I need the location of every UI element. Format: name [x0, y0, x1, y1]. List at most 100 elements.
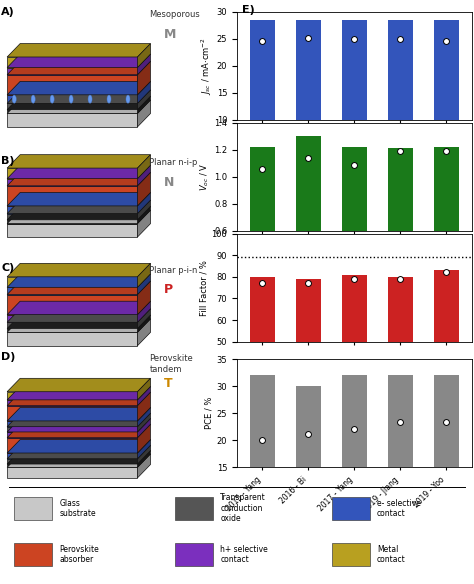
- Bar: [342, 20, 367, 173]
- Circle shape: [31, 95, 35, 103]
- Bar: [342, 147, 367, 312]
- Point: [443, 37, 450, 46]
- Bar: [434, 376, 459, 548]
- Bar: [296, 279, 321, 450]
- Polygon shape: [137, 263, 151, 287]
- Polygon shape: [7, 467, 137, 478]
- Polygon shape: [137, 61, 151, 95]
- Point: [258, 435, 266, 444]
- Bar: [14, 497, 52, 520]
- Polygon shape: [7, 224, 137, 237]
- Y-axis label: $J_{sc}$ / mA$\cdot$cm$^{-2}$: $J_{sc}$ / mA$\cdot$cm$^{-2}$: [200, 37, 214, 95]
- Point: [397, 147, 404, 156]
- Polygon shape: [7, 329, 137, 332]
- Polygon shape: [7, 387, 151, 400]
- Polygon shape: [137, 172, 151, 206]
- Text: Perovskite
absorber: Perovskite absorber: [59, 545, 99, 564]
- Point: [258, 279, 266, 288]
- Text: Planar p-i-n: Planar p-i-n: [149, 266, 198, 275]
- Polygon shape: [7, 451, 151, 464]
- Point: [443, 147, 450, 156]
- Text: h+ selective
contact: h+ selective contact: [220, 545, 268, 564]
- Polygon shape: [7, 96, 151, 110]
- Polygon shape: [7, 68, 137, 75]
- Polygon shape: [137, 301, 151, 322]
- Polygon shape: [7, 54, 151, 68]
- Polygon shape: [137, 319, 151, 346]
- Text: Transparent
conduction
oxide: Transparent conduction oxide: [220, 493, 266, 523]
- Bar: [250, 20, 275, 173]
- Text: E): E): [242, 5, 255, 15]
- Text: B): B): [1, 155, 15, 166]
- Bar: [296, 20, 321, 173]
- Polygon shape: [137, 387, 151, 406]
- Polygon shape: [7, 277, 137, 287]
- Bar: [434, 20, 459, 173]
- Polygon shape: [7, 179, 137, 186]
- Polygon shape: [7, 406, 137, 421]
- Point: [258, 164, 266, 173]
- Polygon shape: [7, 446, 151, 459]
- Bar: [434, 270, 459, 450]
- Polygon shape: [137, 408, 151, 427]
- Polygon shape: [7, 425, 151, 437]
- Polygon shape: [7, 206, 137, 214]
- Polygon shape: [7, 172, 151, 186]
- Bar: [342, 376, 367, 548]
- Text: Glass
substrate: Glass substrate: [59, 499, 96, 518]
- Polygon shape: [7, 315, 137, 322]
- Polygon shape: [137, 446, 151, 464]
- Polygon shape: [137, 378, 151, 400]
- Bar: [388, 277, 413, 450]
- Polygon shape: [7, 75, 137, 95]
- Polygon shape: [7, 103, 137, 110]
- Polygon shape: [7, 309, 151, 322]
- Text: e- selective
contact: e- selective contact: [377, 499, 421, 518]
- Polygon shape: [7, 210, 151, 224]
- Polygon shape: [7, 193, 151, 206]
- Polygon shape: [7, 464, 137, 467]
- Polygon shape: [137, 454, 151, 478]
- Polygon shape: [7, 453, 137, 459]
- Polygon shape: [137, 54, 151, 75]
- Text: N: N: [164, 176, 174, 189]
- Polygon shape: [7, 322, 137, 329]
- Bar: [388, 20, 413, 173]
- Circle shape: [107, 95, 111, 103]
- Bar: [434, 147, 459, 312]
- Bar: [388, 376, 413, 548]
- Point: [350, 424, 358, 433]
- Polygon shape: [7, 90, 151, 103]
- Point: [350, 274, 358, 284]
- Polygon shape: [7, 392, 151, 406]
- Y-axis label: $V_{oc}$ / V: $V_{oc}$ / V: [199, 162, 211, 191]
- Circle shape: [88, 95, 92, 103]
- Bar: [250, 277, 275, 450]
- Polygon shape: [7, 44, 151, 57]
- Polygon shape: [7, 432, 137, 437]
- Circle shape: [126, 95, 130, 103]
- Polygon shape: [137, 451, 151, 467]
- Polygon shape: [7, 61, 151, 75]
- Polygon shape: [137, 100, 151, 127]
- Polygon shape: [137, 193, 151, 214]
- Text: P: P: [164, 283, 173, 297]
- Polygon shape: [7, 57, 137, 68]
- Polygon shape: [137, 392, 151, 421]
- Polygon shape: [137, 315, 151, 332]
- Bar: [250, 147, 275, 312]
- Polygon shape: [7, 206, 151, 220]
- Point: [304, 33, 312, 42]
- Polygon shape: [137, 165, 151, 186]
- Polygon shape: [137, 281, 151, 315]
- Polygon shape: [137, 81, 151, 103]
- Polygon shape: [7, 437, 137, 453]
- Text: Mesoporous: Mesoporous: [149, 9, 200, 19]
- Polygon shape: [7, 220, 137, 224]
- Polygon shape: [137, 274, 151, 294]
- Polygon shape: [137, 413, 151, 432]
- Polygon shape: [7, 165, 151, 179]
- Polygon shape: [7, 100, 151, 113]
- Polygon shape: [137, 309, 151, 329]
- Point: [397, 34, 404, 43]
